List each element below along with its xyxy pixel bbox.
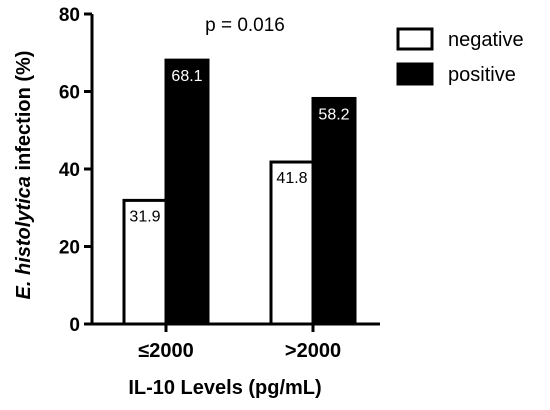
x-tick-label: ≤2000 (138, 340, 193, 362)
bars (122, 58, 357, 326)
legend-swatch-positive (396, 62, 434, 86)
x-axis-title: IL-10 Levels (pg/mL) (128, 377, 321, 399)
y-tick-label: 0 (69, 315, 80, 336)
y-tick-label: 60 (59, 83, 80, 104)
y-axis-title-rest: infection (%) (13, 51, 35, 177)
data-label-positive-0: 68.1 (171, 68, 202, 85)
legend-swatch-negative (396, 27, 434, 51)
x-tick-label: >2000 (285, 340, 341, 362)
legend-label-negative: negative (448, 29, 524, 51)
bar-positive-1 (311, 96, 357, 326)
y-tick-label: 80 (59, 5, 80, 26)
p-value-annotation: p = 0.016 (205, 15, 285, 36)
bar-positive-0 (164, 58, 210, 326)
y-tick-label: 20 (59, 238, 80, 259)
data-label-negative-1: 41.8 (276, 170, 307, 187)
y-axis-title: E. histolytica infection (%) (13, 51, 35, 300)
y-axis-title-italic: E. histolytica (13, 176, 35, 299)
data-labels: 31.9 68.1 41.8 58.2 (129, 68, 349, 225)
data-label-positive-1: 58.2 (318, 106, 349, 123)
data-label-negative-0: 31.9 (129, 208, 160, 225)
y-tick-label: 40 (59, 160, 80, 181)
legend-label-positive: positive (448, 64, 516, 86)
legend: negative positive (396, 27, 524, 86)
bar-negative-1 (269, 160, 315, 326)
